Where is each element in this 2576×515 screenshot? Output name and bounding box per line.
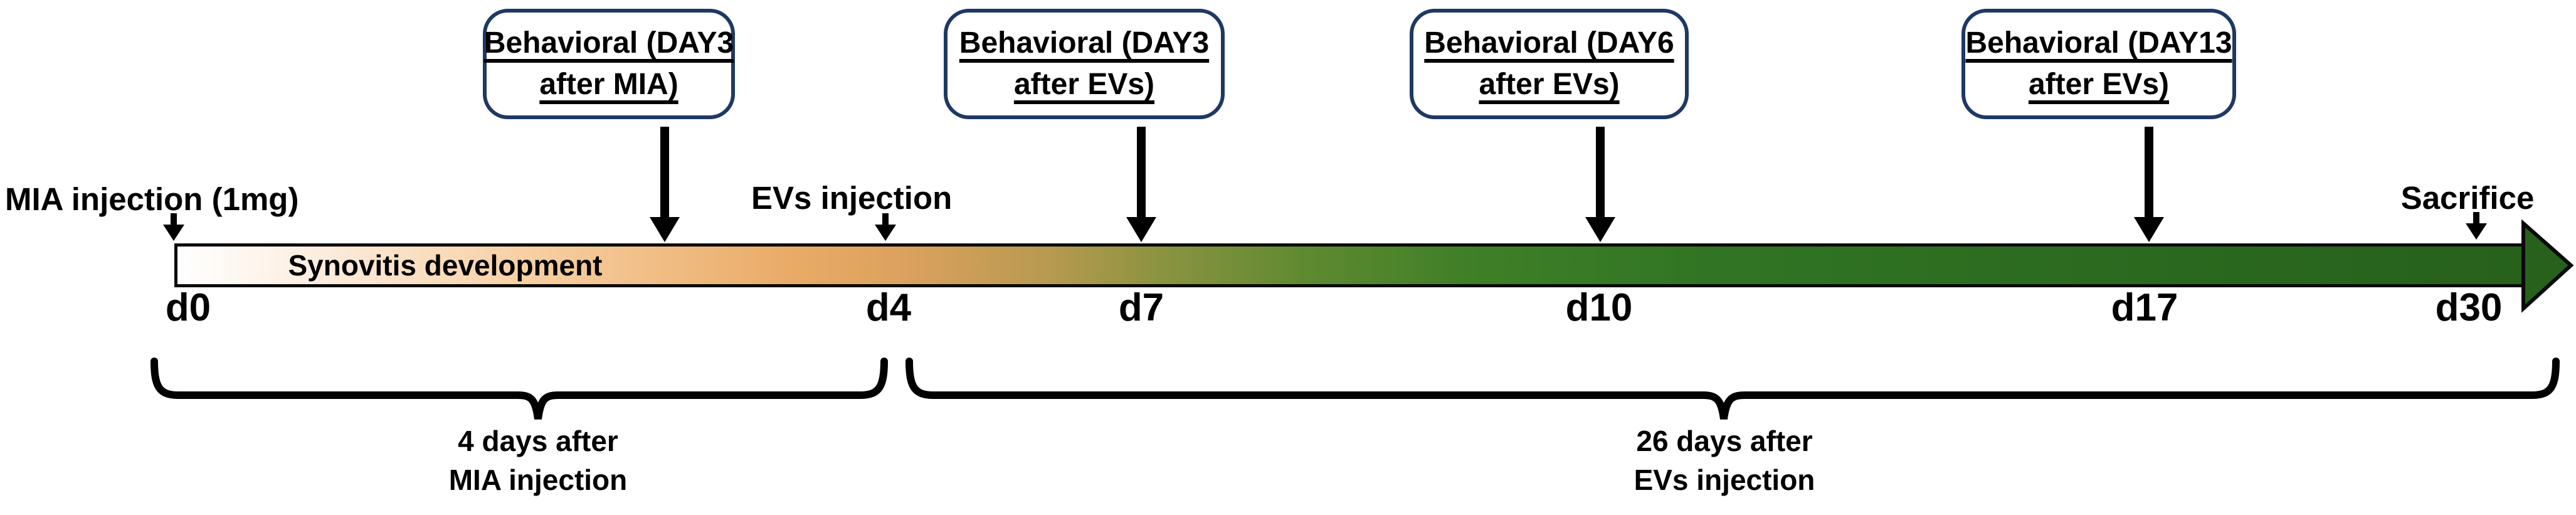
box-text-line2: after MIA)	[539, 68, 678, 101]
box-text-line2: after EVs)	[2028, 68, 2170, 101]
arrow-head	[1126, 217, 1156, 242]
bracket-caption-evs: 26 days after EVs injection	[1505, 422, 1944, 499]
bracket-caption-mia: 4 days after MIA injection	[350, 422, 726, 499]
behavioral-box-day13-evs: Behavioral (DAY13 after EVs)	[1961, 9, 2236, 119]
behavioral-box-day6-evs: Behavioral (DAY6 after EVs)	[1410, 9, 1689, 119]
sacrifice-label: Sacrifice	[2400, 180, 2535, 216]
arrow-shaft	[1596, 127, 1605, 218]
box-text-line1: Behavioral (DAY3	[483, 26, 734, 60]
day-label-d17: d17	[2111, 286, 2178, 329]
bracket-caption-line1: 4 days after	[458, 425, 618, 457]
arrow-shaft	[1137, 127, 1146, 218]
bracket-caption-line2: EVs injection	[1634, 464, 1815, 496]
box-text-line2: after EVs)	[1013, 68, 1155, 101]
arrow-shaft	[660, 127, 669, 218]
behavioral-box-day3-evs: Behavioral (DAY3 after EVs)	[944, 9, 1225, 119]
day-label-d30: d30	[2435, 286, 2503, 329]
box-text-line1: Behavioral (DAY3	[959, 26, 1210, 60]
arrow-head	[875, 225, 896, 241]
box-text-line1: Behavioral (DAY13	[1965, 26, 2232, 60]
behavioral-box-day3-mia: Behavioral (DAY3 after MIA)	[483, 9, 735, 119]
mia-injection-arrow-icon	[163, 213, 184, 242]
evs-injection-arrow-icon	[875, 213, 896, 242]
day-label-d10: d10	[1565, 286, 1633, 329]
down-arrow-icon	[650, 127, 680, 242]
synovitis-development-label: Synovitis development	[288, 249, 603, 282]
arrow-shaft	[171, 213, 177, 226]
arrow-head	[2466, 223, 2487, 240]
left-brace-icon	[150, 358, 888, 420]
down-arrow-icon	[1585, 127, 1615, 242]
arrow-shaft	[2473, 212, 2479, 225]
arrow-head	[2134, 217, 2164, 242]
sacrifice-arrow-icon	[2466, 212, 2487, 241]
evs-injection-label: EVs injection	[751, 180, 953, 216]
down-arrow-icon	[1126, 127, 1156, 242]
mia-injection-label: MIA injection (1mg)	[5, 181, 299, 217]
bracket-caption-line2: MIA injection	[448, 464, 628, 496]
arrow-head	[650, 217, 680, 242]
arrow-head	[1585, 217, 1615, 242]
day-label-d4: d4	[865, 286, 912, 329]
down-arrow-icon	[2134, 127, 2164, 242]
box-text-line1: Behavioral (DAY6	[1424, 26, 1674, 60]
bracket-caption-line1: 26 days after	[1636, 425, 1813, 457]
arrow-head	[163, 225, 184, 241]
box-text-line2: after EVs)	[1479, 68, 1620, 101]
day-label-d7: d7	[1118, 286, 1164, 329]
arrow-shaft	[882, 213, 889, 226]
timeline-bar	[174, 243, 2527, 287]
day-label-d0: d0	[165, 286, 211, 329]
right-brace-icon	[905, 358, 2560, 420]
arrow-shaft	[2145, 127, 2153, 218]
